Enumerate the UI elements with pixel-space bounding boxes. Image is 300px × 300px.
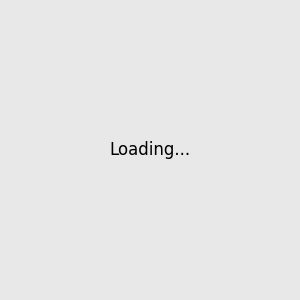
Text: Loading...: Loading... xyxy=(110,141,190,159)
